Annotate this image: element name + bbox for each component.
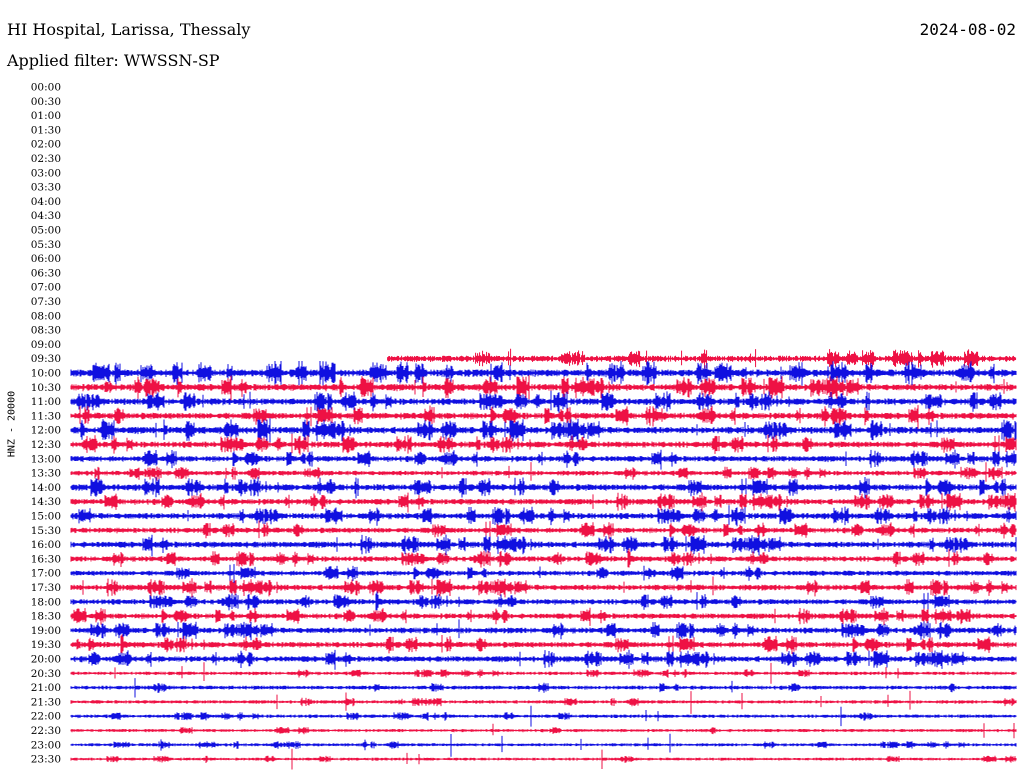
tick-label: 19:00 bbox=[31, 625, 61, 637]
tick-label: 18:00 bbox=[31, 596, 61, 608]
tick-label: 17:30 bbox=[31, 582, 61, 594]
trace-1230 bbox=[70, 433, 1017, 455]
tick-label: 16:00 bbox=[31, 539, 61, 551]
trace-2230 bbox=[70, 723, 1017, 739]
trace-2000 bbox=[70, 649, 1017, 670]
trace-1830 bbox=[70, 607, 1017, 626]
tick-label: 06:30 bbox=[31, 267, 61, 279]
tick-label: 00:30 bbox=[31, 96, 61, 108]
tick-label: 11:00 bbox=[31, 396, 61, 408]
trace-2200 bbox=[70, 705, 1017, 727]
trace-1600 bbox=[70, 534, 1017, 557]
tick-label: 22:00 bbox=[31, 711, 61, 723]
tick-label: 02:00 bbox=[31, 139, 61, 151]
tick-label: 15:00 bbox=[31, 511, 61, 523]
seismic-traces bbox=[70, 348, 1017, 770]
tick-label: 07:30 bbox=[31, 296, 61, 308]
trace-1300 bbox=[70, 449, 1017, 470]
trace-1130 bbox=[70, 405, 1017, 429]
trace-2030 bbox=[70, 662, 1017, 684]
tick-label: 05:30 bbox=[31, 239, 61, 251]
tick-label: 07:00 bbox=[31, 282, 61, 294]
trace-1700 bbox=[70, 564, 1017, 584]
tick-label: 20:30 bbox=[31, 668, 61, 680]
tick-label: 03:30 bbox=[31, 182, 61, 194]
tick-label: 10:30 bbox=[31, 382, 61, 394]
tick-label: 04:00 bbox=[31, 196, 61, 208]
tick-label: 15:30 bbox=[31, 525, 61, 537]
time-tick-labels: 00:00 00:30 01:00 01:30 02:00 02:30 03:00 03:30… bbox=[31, 82, 61, 766]
trace-1430 bbox=[70, 492, 1017, 513]
tick-label: 14:00 bbox=[31, 482, 61, 494]
tick-label: 23:30 bbox=[31, 754, 61, 766]
trace-0930 bbox=[387, 348, 1017, 369]
date-label: 2024-08-02 bbox=[919, 20, 1016, 39]
tick-label: 17:00 bbox=[31, 568, 61, 580]
tick-label: 04:30 bbox=[31, 210, 61, 222]
tick-label: 23:00 bbox=[31, 739, 61, 751]
trace-2300 bbox=[70, 733, 1017, 757]
filter-label: Applied filter: WWSSN-SP bbox=[7, 51, 220, 70]
tick-label: 12:30 bbox=[31, 439, 61, 451]
tick-label: 22:30 bbox=[31, 725, 61, 737]
tick-label: 18:30 bbox=[31, 611, 61, 623]
tick-label: 03:00 bbox=[31, 167, 61, 179]
trace-1900 bbox=[70, 619, 1017, 641]
tick-label: 00:00 bbox=[31, 82, 61, 94]
tick-label: 01:00 bbox=[31, 110, 61, 122]
trace-1100 bbox=[70, 390, 1017, 413]
tick-label: 10:00 bbox=[31, 368, 61, 380]
tick-label: 09:00 bbox=[31, 339, 61, 351]
tick-label: 11:30 bbox=[31, 410, 61, 422]
tick-label: 06:00 bbox=[31, 253, 61, 265]
tick-label: 21:30 bbox=[31, 696, 61, 708]
tick-label: 05:00 bbox=[31, 225, 61, 237]
station-title: HI Hospital, Larissa, Thessaly bbox=[7, 20, 251, 39]
tick-label: 09:30 bbox=[31, 353, 61, 365]
tick-label: 13:30 bbox=[31, 468, 61, 480]
trace-1630 bbox=[70, 548, 1017, 568]
trace-1000 bbox=[70, 361, 1017, 386]
trace-1200 bbox=[70, 418, 1017, 444]
tick-label: 21:00 bbox=[31, 682, 61, 694]
trace-1330 bbox=[70, 462, 1017, 482]
trace-2100 bbox=[70, 678, 1017, 698]
tick-label: 01:30 bbox=[31, 124, 61, 136]
trace-1400 bbox=[70, 477, 1017, 499]
trace-1500 bbox=[70, 505, 1017, 527]
trace-2130 bbox=[70, 690, 1017, 714]
trace-1800 bbox=[70, 591, 1017, 613]
tick-label: 20:00 bbox=[31, 654, 61, 666]
tick-label: 12:00 bbox=[31, 425, 61, 437]
trace-1530 bbox=[70, 520, 1017, 541]
tick-label: 13:00 bbox=[31, 453, 61, 465]
tick-label: 14:30 bbox=[31, 496, 61, 508]
trace-1730 bbox=[70, 576, 1017, 598]
trace-2330 bbox=[70, 748, 1017, 770]
tick-label: 08:30 bbox=[31, 325, 61, 337]
trace-1030 bbox=[70, 375, 1017, 402]
tick-label: 08:00 bbox=[31, 310, 61, 322]
tick-label: 16:30 bbox=[31, 553, 61, 565]
trace-1930 bbox=[70, 634, 1017, 655]
tick-label: 02:30 bbox=[31, 153, 61, 165]
tick-label: 19:30 bbox=[31, 639, 61, 651]
